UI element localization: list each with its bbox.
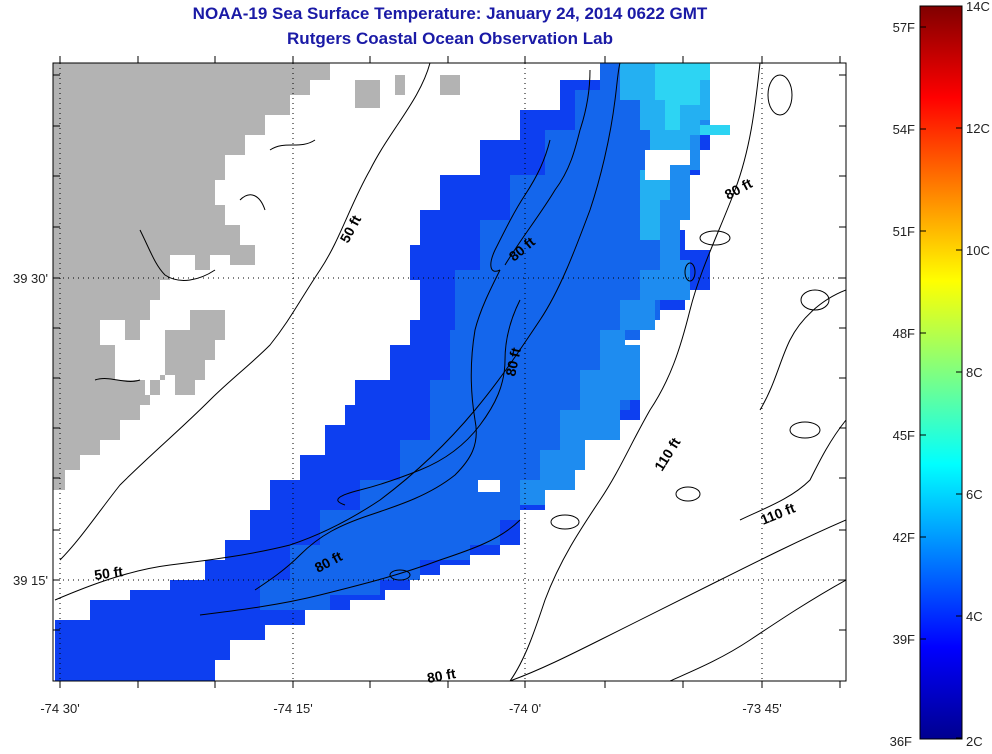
land-islands	[355, 75, 460, 108]
bathymetry-contours	[54, 63, 846, 681]
colorbar-c-label: 12C	[966, 121, 990, 136]
contour-southeast	[509, 519, 846, 681]
contour-80ft-ridge2	[337, 139, 551, 506]
colorbar-f-label: 48F	[893, 326, 915, 341]
colorbar-c-label: 6C	[966, 487, 983, 502]
map-title: NOAA-19 Sea Surface Temperature: January…	[192, 4, 708, 23]
contour-50ft-south	[54, 63, 621, 601]
colorbar-f-label: 36F	[890, 734, 912, 749]
contour-label-80ft-mid: 80 ft	[502, 346, 524, 378]
contour-50ft	[59, 63, 431, 561]
colorbar-c-label: 10C	[966, 243, 990, 258]
colorbar-c-label: 14C	[966, 0, 990, 14]
land-mass	[53, 63, 330, 490]
colorbar-f-label: 57F	[893, 20, 915, 35]
map-subtitle: Rutgers Coastal Ocean Observation Lab	[287, 29, 613, 48]
sst-field	[55, 63, 730, 681]
contour-80ft-south	[199, 519, 521, 616]
colorbar	[919, 5, 963, 740]
y-tick-label: 39 30'	[13, 271, 48, 286]
colorbar-c-label: 2C	[966, 734, 983, 749]
contour-110ft	[509, 63, 761, 681]
colorbar-c-label: 8C	[966, 365, 983, 380]
contour-coast	[94, 139, 316, 382]
colorbar-f-label: 54F	[893, 122, 915, 137]
colorbar-f-label: 39F	[893, 632, 915, 647]
y-tick-label: 39 15'	[13, 573, 48, 588]
x-tick-label: -73 45'	[742, 701, 781, 716]
x-tick-label: -74 15'	[273, 701, 312, 716]
colorbar-f-label: 42F	[893, 530, 915, 545]
x-tick-label: -74 0'	[509, 701, 541, 716]
contour-label-50ft-south: 50 ft	[93, 563, 124, 583]
contour-80ft-ridge	[254, 69, 591, 591]
graticule	[53, 63, 846, 681]
colorbar-c-label: 4C	[966, 609, 983, 624]
x-tick-label: -74 30'	[40, 701, 79, 716]
contour-110ft-east	[739, 289, 846, 521]
colorbar-f-label: 45F	[893, 428, 915, 443]
contour-label-80ft-bottom: 80 ft	[426, 665, 457, 686]
colorbar-f-label: 51F	[893, 224, 915, 239]
